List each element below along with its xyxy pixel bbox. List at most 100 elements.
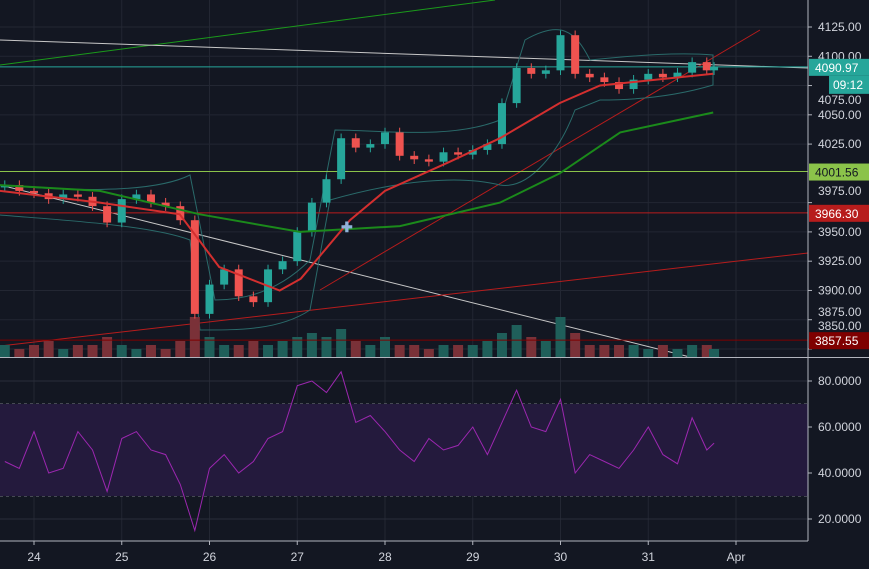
candle [161,202,170,207]
volume-bar [145,345,156,357]
candle [278,261,287,270]
volume-bar [336,329,347,357]
candle [366,144,375,148]
ma-slow-line [0,111,714,233]
volume-bar [394,345,405,357]
candle [571,35,580,74]
axes[interactable]: 4125.004100.004075.004050.004025.003975.… [27,20,861,564]
candle [483,144,492,150]
volume-bar [584,345,595,357]
time-tick-label: 31 [642,550,656,564]
volume-bar [511,325,522,357]
price-tick-label: 3850.00 [818,319,862,333]
candle [73,194,82,197]
candle [497,103,506,145]
candle [424,159,433,162]
trendline-white-upper [0,39,809,69]
candle [307,202,316,232]
price-tick-label: 3950.00 [818,225,862,239]
ma-fast-line [0,72,714,292]
volume-bar [526,337,537,357]
rsi-tick-label: 60.0000 [818,420,862,434]
price-tick-label: 3925.00 [818,254,862,268]
volume-bar [701,345,712,357]
candle [351,138,360,148]
volume-bar [409,345,420,357]
candle [688,62,697,73]
volume-bar [672,349,683,357]
countdown-tag [829,75,869,94]
candle [629,79,638,90]
price-tag-label: 4090.97 [815,61,859,75]
candle [30,190,38,194]
candle [381,132,389,145]
time-tick-label: 29 [466,550,480,564]
rsi-line [4,370,715,533]
volume-bar [555,317,566,357]
price-tags: 4090.97 4001.56 3966.30 3857.55 09:12 [809,58,869,350]
crosshair-icon: ✚ [341,219,353,235]
candle [59,194,68,200]
price-tick-label: 3975.00 [818,184,862,198]
volume-bar [599,345,610,357]
time-tick-label: 27 [291,550,305,564]
candle [439,152,448,162]
candle [337,138,346,180]
rsi-band [0,404,808,496]
moving-averages [0,72,714,292]
volume-bar [628,345,639,357]
candle [190,220,199,314]
volume-bar [292,337,303,357]
countdown-label: 09:12 [833,78,863,92]
volume-bar [14,349,25,357]
candle [673,72,682,78]
candle [117,199,126,223]
price-tag [809,163,869,181]
trendline-red-rising [319,29,761,291]
price-tick-label: 4025.00 [818,137,862,151]
volume-bar [131,349,142,357]
volume-bar [189,317,200,357]
candles [0,30,719,319]
volume-bar [540,341,551,357]
volume-bar [614,345,625,357]
candle [395,132,404,156]
rsi-tick-label: 40.0000 [818,466,862,480]
volume-bar [116,345,127,357]
volume-bar [687,345,698,357]
volume-bar [709,349,720,357]
price-tick-label: 4050.00 [818,108,862,122]
candle [234,269,243,297]
candle [410,155,419,160]
candle [710,66,719,71]
candle [249,296,258,303]
volume-bar [0,345,10,357]
price-tag [809,58,869,76]
volume-bar [643,349,654,357]
time-tick-label: 30 [554,550,568,564]
volume-bar [43,341,54,357]
candle [541,70,550,74]
candle [205,284,214,314]
price-tag-label: 3966.30 [815,207,859,221]
volume-bar [321,337,332,357]
rsi-tick-label: 80.0000 [818,374,862,388]
horizontal-levels [0,66,808,341]
volume-bar [438,345,449,357]
volume-bar [58,349,69,357]
candle [468,149,477,155]
volume-bar [277,341,288,357]
trendline-top-green [0,0,496,66]
volume-bar [306,333,317,357]
volume-bar [570,333,581,357]
volume-bar [453,345,464,357]
volume-bar [365,345,376,357]
volume-bar [204,337,215,357]
candle [132,194,141,200]
time-tick-label: 26 [203,550,217,564]
volume-bar [380,337,390,357]
candle [15,185,24,191]
time-tick-label: 25 [115,550,129,564]
candle [454,152,463,155]
